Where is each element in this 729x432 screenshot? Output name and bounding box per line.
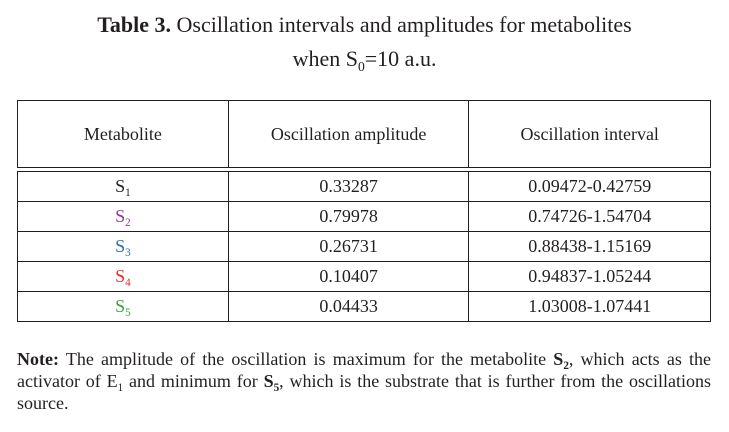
table-row: S1 0.33287 0.09472-0.42759 xyxy=(17,171,711,202)
metabolite-subscript: 2 xyxy=(125,216,131,229)
note-s5: S5 xyxy=(263,371,280,394)
table-row: S3 0.26731 0.88438-1.15169 xyxy=(17,231,711,262)
caption-line2-suffix: =10 a.u. xyxy=(364,46,437,71)
metabolite-subscript: 3 xyxy=(125,246,131,259)
note-label: Note: xyxy=(17,349,59,369)
table-header-row: Metabolite Oscillation amplitude Oscilla… xyxy=(17,100,711,168)
metabolite-subscript: 5 xyxy=(125,306,131,319)
note-e-subscript: 1 xyxy=(117,381,124,394)
metabolite-symbol: S xyxy=(115,296,126,316)
metabolite-subscript: 4 xyxy=(125,276,131,289)
amplitude-cell: 0.33287 xyxy=(227,171,470,202)
amplitude-cell: 0.26731 xyxy=(227,231,470,262)
note-s5-subscript: 5 xyxy=(273,381,280,394)
metabolite-symbol: S xyxy=(115,206,126,226)
note-s2: S2 xyxy=(553,349,569,372)
interval-cell: 0.88438-1.15169 xyxy=(468,231,711,262)
header-metabolite: Metabolite xyxy=(17,100,229,168)
metabolite-symbol: S xyxy=(115,176,126,196)
note-s5-symbol: S xyxy=(263,371,274,391)
note-s2-subscript: 2 xyxy=(563,359,569,372)
metabolite-cell: S5 xyxy=(17,291,229,322)
metabolite-cell: S3 xyxy=(17,231,229,262)
metabolite-cell: S4 xyxy=(17,261,229,292)
caption-label: Table 3. xyxy=(97,12,172,37)
table-row: S4 0.10407 0.94837-1.05244 xyxy=(17,261,711,292)
amplitude-cell: 0.04433 xyxy=(227,291,470,322)
caption-line2-prefix: when S xyxy=(292,46,358,71)
header-amplitude: Oscillation amplitude xyxy=(227,100,470,168)
interval-cell: 0.74726-1.54704 xyxy=(468,201,711,232)
amplitude-cell: 0.10407 xyxy=(227,261,470,292)
note-text-1: The amplitude of the oscillation is maxi… xyxy=(58,349,554,369)
note-text-2: , which acts as the activator of E xyxy=(17,349,711,391)
table-row: S5 0.04433 1.03008-1.07441 xyxy=(17,291,711,322)
note-text-4: , which is the substrate that is further… xyxy=(17,371,711,413)
metabolite-cell: S2 xyxy=(17,201,229,232)
interval-cell: 1.03008-1.07441 xyxy=(468,291,711,322)
metabolite-table-wrapper: Metabolite Oscillation amplitude Oscilla… xyxy=(17,100,711,322)
caption-title: Oscillation intervals and amplitudes for… xyxy=(176,12,632,37)
metabolite-subscript: 1 xyxy=(125,186,131,199)
table-row: S2 0.79978 0.74726-1.54704 xyxy=(17,201,711,232)
amplitude-cell: 0.79978 xyxy=(227,201,470,232)
metabolite-symbol: S xyxy=(115,266,126,286)
metabolite-symbol: S xyxy=(115,236,126,256)
note-text-3: and minimum for xyxy=(123,371,264,391)
table-note: Note: The amplitude of the oscillation i… xyxy=(17,348,711,414)
interval-cell: 0.94837-1.05244 xyxy=(468,261,711,292)
interval-cell: 0.09472-0.42759 xyxy=(468,171,711,202)
table-caption: Table 3. Oscillation intervals and ampli… xyxy=(0,8,729,42)
metabolite-cell: S1 xyxy=(17,171,229,202)
header-interval: Oscillation interval xyxy=(468,100,711,168)
metabolite-table: Metabolite Oscillation amplitude Oscilla… xyxy=(17,100,711,322)
note-s2-symbol: S xyxy=(553,349,564,369)
caption-line2: when S0=10 a.u. xyxy=(0,42,729,76)
caption-subscript: 0 xyxy=(357,58,365,74)
